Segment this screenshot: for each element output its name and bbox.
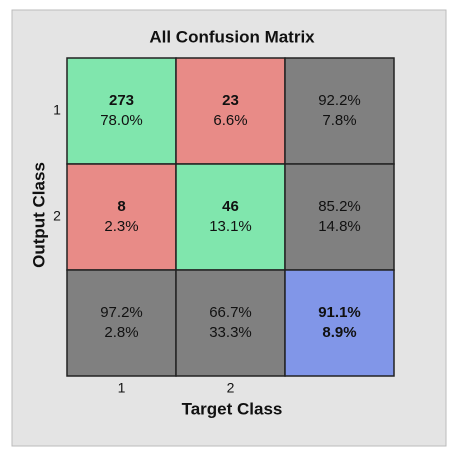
matrix-cell <box>66 57 177 165</box>
cell-value: 46 <box>222 198 239 215</box>
cell-value: 23 <box>222 92 239 109</box>
cell-value: 92.2% <box>318 92 361 109</box>
x-axis-label: Target Class <box>182 399 283 418</box>
cell-percent: 8.9% <box>322 324 356 341</box>
y-axis-label: Output Class <box>29 162 48 268</box>
cell-percent: 2.3% <box>104 218 138 235</box>
y-tick-label: 2 <box>53 208 61 224</box>
matrix-cell <box>66 269 177 377</box>
cell-value: 85.2% <box>318 198 361 215</box>
cell-value: 91.1% <box>318 304 361 321</box>
matrix-cell <box>175 269 286 377</box>
cell-value: 8 <box>117 198 125 215</box>
cell-percent: 13.1% <box>209 218 252 235</box>
matrix-cell <box>284 57 395 165</box>
x-tick-label: 1 <box>118 380 126 396</box>
matrix-cell <box>175 57 286 165</box>
chart-title: All Confusion Matrix <box>149 27 315 46</box>
y-tick-label: 1 <box>53 102 61 118</box>
cell-value: 97.2% <box>100 304 143 321</box>
matrix-cell <box>284 269 395 377</box>
x-tick-label: 2 <box>227 380 235 396</box>
cell-percent: 33.3% <box>209 324 252 341</box>
cell-percent: 2.8% <box>104 324 138 341</box>
cell-percent: 7.8% <box>322 112 356 129</box>
matrix-cell <box>66 163 177 271</box>
cell-percent: 14.8% <box>318 218 361 235</box>
cell-value: 66.7% <box>209 304 252 321</box>
cell-value: 273 <box>109 92 134 109</box>
cell-percent: 6.6% <box>213 112 247 129</box>
cell-percent: 78.0% <box>100 112 143 129</box>
